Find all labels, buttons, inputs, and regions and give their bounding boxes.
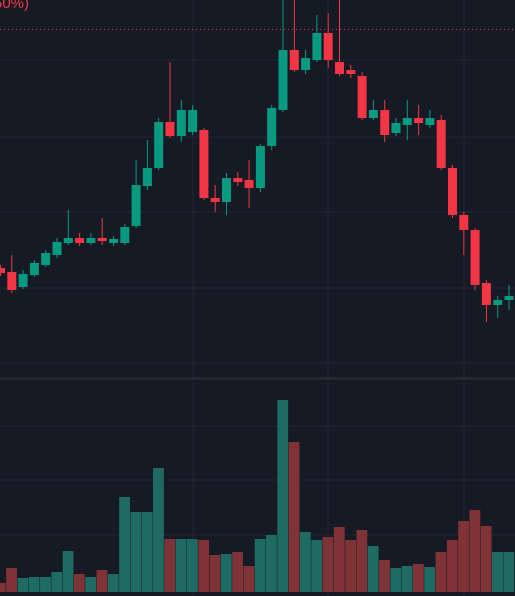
candle-body bbox=[289, 50, 299, 70]
candle-body bbox=[504, 296, 514, 300]
candle-body bbox=[199, 130, 209, 198]
volume-bar bbox=[17, 578, 29, 592]
candle-body bbox=[267, 108, 277, 146]
candle-body bbox=[222, 178, 231, 202]
volume-bar bbox=[175, 539, 187, 592]
volume-bar bbox=[209, 555, 221, 592]
volume-bar bbox=[311, 540, 323, 592]
candle-body bbox=[391, 123, 401, 133]
candle-body bbox=[188, 110, 198, 132]
volume-bar bbox=[435, 552, 447, 592]
volume-bar bbox=[401, 566, 413, 592]
candle-body bbox=[120, 227, 130, 243]
volume-bar bbox=[40, 577, 51, 592]
volume-bar bbox=[277, 400, 289, 592]
candle-body bbox=[493, 300, 503, 305]
candle-body bbox=[52, 242, 62, 255]
candle-body bbox=[131, 185, 141, 226]
candle-body bbox=[301, 58, 311, 70]
volume-bar bbox=[96, 570, 108, 592]
candle-body bbox=[165, 122, 175, 136]
candle-body bbox=[425, 118, 435, 125]
annotation: 50%) bbox=[0, 0, 29, 12]
volume-bar bbox=[469, 510, 481, 592]
volume-bar bbox=[119, 497, 130, 592]
volume-bar bbox=[480, 526, 492, 592]
candle-body bbox=[323, 33, 333, 60]
candle-body bbox=[335, 62, 344, 74]
candle-body bbox=[244, 180, 254, 188]
candle-body bbox=[470, 230, 480, 285]
candle-body bbox=[97, 238, 107, 241]
volume-bar bbox=[243, 566, 255, 592]
volume-bar bbox=[412, 564, 424, 592]
volume-bar bbox=[367, 546, 379, 592]
volume-bar bbox=[220, 554, 232, 592]
volume-bar bbox=[322, 537, 334, 592]
candle-body bbox=[402, 118, 412, 125]
candle-body bbox=[448, 168, 457, 215]
candle-body bbox=[278, 50, 288, 110]
candle-body bbox=[7, 272, 17, 290]
candle-body bbox=[312, 33, 322, 60]
candle-body bbox=[63, 238, 73, 243]
candle-body bbox=[0, 268, 5, 273]
candle-body bbox=[142, 168, 152, 186]
volume-bar bbox=[345, 540, 356, 592]
candle-body bbox=[380, 110, 390, 135]
volume-bar bbox=[424, 567, 436, 592]
volume-bar bbox=[333, 527, 345, 592]
volume-bar bbox=[186, 539, 198, 592]
volume-bar bbox=[164, 539, 176, 592]
candle-body bbox=[368, 110, 378, 118]
candle-body bbox=[459, 215, 469, 230]
candle-body bbox=[176, 110, 186, 136]
candle-body bbox=[75, 238, 85, 243]
volume-bar bbox=[492, 552, 503, 592]
volume-bar bbox=[51, 572, 63, 592]
candle-body bbox=[481, 283, 491, 305]
volume-bar bbox=[85, 577, 97, 592]
volume-bar bbox=[299, 532, 311, 592]
volume-bar bbox=[232, 552, 243, 592]
candle-body bbox=[18, 274, 28, 287]
volume-bar bbox=[503, 552, 515, 592]
candle-body bbox=[29, 263, 39, 275]
volume-bar bbox=[130, 512, 142, 592]
candle-body bbox=[357, 76, 367, 118]
volume-bar bbox=[198, 540, 210, 592]
volume-bar bbox=[254, 539, 266, 592]
volume-bar bbox=[153, 468, 164, 592]
volume-bar bbox=[356, 530, 368, 592]
candle-body bbox=[414, 118, 424, 123]
candle-body bbox=[346, 70, 356, 74]
volume-bar bbox=[73, 574, 85, 592]
volume-bar bbox=[446, 540, 458, 592]
candle-body bbox=[255, 146, 265, 188]
candle-body bbox=[109, 239, 118, 243]
volume-bar bbox=[288, 442, 300, 592]
volume-bar bbox=[379, 560, 390, 592]
volume-bar bbox=[390, 568, 402, 592]
volume-bar bbox=[62, 551, 74, 592]
volume-bar bbox=[0, 583, 6, 592]
volume-bar bbox=[266, 535, 277, 592]
volume-bar bbox=[6, 568, 17, 592]
candle-body bbox=[436, 120, 446, 168]
candle-body bbox=[41, 253, 51, 265]
candle-body bbox=[86, 238, 96, 243]
volume-bar bbox=[141, 512, 153, 592]
volume-bar bbox=[107, 574, 119, 592]
volume-bar bbox=[458, 521, 469, 592]
candle-body bbox=[210, 198, 220, 202]
volume-bar bbox=[28, 577, 40, 592]
candle-body bbox=[233, 178, 243, 182]
candle-body bbox=[154, 122, 164, 168]
